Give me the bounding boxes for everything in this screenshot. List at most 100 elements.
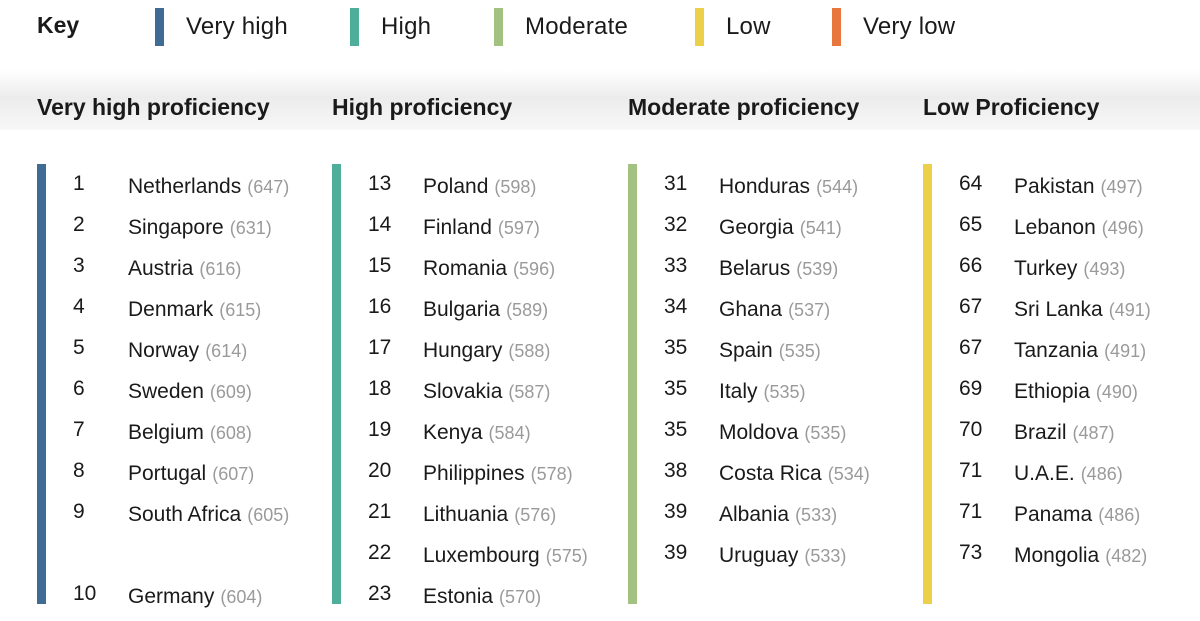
country-name: Uruguay bbox=[719, 544, 799, 567]
country-name: Slovakia bbox=[423, 380, 503, 403]
country-name: Hungary bbox=[423, 339, 503, 362]
country-score: (486) bbox=[1098, 505, 1141, 525]
key-swatch bbox=[832, 8, 841, 46]
ranking-row: 32 Georgia (541) bbox=[628, 211, 918, 252]
rank-number: 17 bbox=[368, 336, 392, 359]
country-score: (491) bbox=[1108, 300, 1151, 320]
column-title: Moderate proficiency bbox=[628, 94, 860, 120]
ranking-row: 18 Slovakia (587) bbox=[332, 375, 622, 416]
country-name: Mongolia bbox=[1014, 544, 1100, 567]
ranking-row: 64 Pakistan (497) bbox=[923, 170, 1200, 211]
ranking-row: 71 U.A.E. (486) bbox=[923, 457, 1200, 498]
country-entry: Norway (614) bbox=[128, 336, 318, 366]
key-label: Moderate bbox=[525, 13, 628, 40]
country-name: Austria bbox=[128, 257, 194, 280]
country-entry: Panama (486) bbox=[1014, 500, 1200, 530]
column-color-bar bbox=[37, 164, 46, 604]
country-entry: Albania (533) bbox=[719, 500, 909, 530]
country-score: (598) bbox=[494, 177, 537, 197]
column-color-bar bbox=[923, 164, 932, 604]
country-score: (604) bbox=[220, 587, 263, 607]
country-score: (491) bbox=[1104, 341, 1147, 361]
ranking-row: 10 Germany (604) bbox=[37, 580, 327, 621]
country-score: (537) bbox=[788, 300, 831, 320]
country-name: Georgia bbox=[719, 216, 794, 239]
country-score: (608) bbox=[209, 423, 252, 443]
country-name: Ghana bbox=[719, 298, 783, 321]
rank-number: 71 bbox=[959, 500, 983, 523]
rank-number: 67 bbox=[959, 295, 983, 318]
country-entry: Turkey (493) bbox=[1014, 254, 1200, 284]
country-entry: Belgium (608) bbox=[128, 418, 318, 448]
rank-number: 66 bbox=[959, 254, 983, 277]
rank-number: 19 bbox=[368, 418, 392, 441]
country-score: (578) bbox=[530, 464, 573, 484]
country-entry: Slovakia (587) bbox=[423, 377, 613, 407]
country-entry: Georgia (541) bbox=[719, 213, 909, 243]
ranking-row: 9 South Africa (605) bbox=[37, 498, 327, 580]
country-score: (584) bbox=[488, 423, 531, 443]
country-entry: Philippines (578) bbox=[423, 459, 613, 489]
country-name: Finland bbox=[423, 216, 492, 239]
country-score: (576) bbox=[514, 505, 557, 525]
rank-number: 38 bbox=[664, 459, 688, 482]
ranking-row: 65 Lebanon (496) bbox=[923, 211, 1200, 252]
key-item-very-low: Very low bbox=[832, 8, 955, 46]
key-swatch bbox=[155, 8, 164, 46]
rank-number: 5 bbox=[73, 336, 85, 359]
key-item-very-high: Very high bbox=[155, 8, 288, 46]
ranking-row: 35 Spain (535) bbox=[628, 334, 918, 375]
country-entry: Hungary (588) bbox=[423, 336, 613, 366]
column-high: High proficiency 13 Poland (598) 14 Finland(… bbox=[332, 84, 622, 608]
country-score: (539) bbox=[796, 259, 839, 279]
column-low: Low Proficiency 64 Pakistan (497) 65 Lebanon… bbox=[923, 84, 1200, 604]
rank-number: 64 bbox=[959, 172, 983, 195]
ranking-list: 31 Honduras (544) 32 Georgia (541) 33 Belarus (5… bbox=[628, 170, 918, 580]
country-name: Denmark bbox=[128, 298, 214, 321]
country-entry: Bulgaria (589) bbox=[423, 295, 613, 325]
rank-number: 35 bbox=[664, 336, 688, 359]
proficiency-columns: Very high proficiency 1 Netherlands (647) 2… bbox=[0, 84, 1200, 608]
country-name: Germany bbox=[128, 585, 215, 608]
country-name: South Africa bbox=[128, 503, 242, 526]
ranking-row: 38 Costa Rica (534) bbox=[628, 457, 918, 498]
country-name: Singapore bbox=[128, 216, 224, 239]
key-label: Very low bbox=[863, 13, 956, 40]
country-entry: Sweden (609) bbox=[128, 377, 318, 407]
rank-number: 21 bbox=[368, 500, 392, 523]
rank-number: 33 bbox=[664, 254, 688, 277]
ranking-row: 15 Romania (596) bbox=[332, 252, 622, 293]
country-name: Netherlands bbox=[128, 175, 242, 198]
rank-number: 35 bbox=[664, 377, 688, 400]
rank-number: 65 bbox=[959, 213, 983, 236]
ranking-row: 66 Turkey (493) bbox=[923, 252, 1200, 293]
rank-number: 1 bbox=[73, 172, 85, 195]
country-name: Pakistan bbox=[1014, 175, 1095, 198]
key-item-moderate: Moderate bbox=[494, 8, 628, 46]
country-name: Luxembourg bbox=[423, 544, 540, 567]
country-score: (570) bbox=[499, 587, 542, 607]
country-name: Belarus bbox=[719, 257, 791, 280]
country-name: Spain bbox=[719, 339, 773, 362]
country-entry: Netherlands (647) bbox=[128, 172, 318, 202]
country-entry: Finland (597) bbox=[423, 213, 613, 243]
country-score: (588) bbox=[508, 341, 551, 361]
column-title: Very high proficiency bbox=[37, 94, 270, 120]
ranking-row: 34 Ghana (537) bbox=[628, 293, 918, 334]
column-color-bar bbox=[332, 164, 341, 604]
rank-number: 15 bbox=[368, 254, 392, 277]
country-name: Moldova bbox=[719, 421, 799, 444]
ranking-row: 22 Luxembourg (575) bbox=[332, 539, 622, 580]
country-name: Tanzania bbox=[1014, 339, 1099, 362]
rank-number: 70 bbox=[959, 418, 983, 441]
rank-number: 16 bbox=[368, 295, 392, 318]
ranking-row: 4 Denmark (615) bbox=[37, 293, 327, 334]
country-name: Italy bbox=[719, 380, 758, 403]
country-entry: Kenya (584) bbox=[423, 418, 613, 448]
rank-number: 34 bbox=[664, 295, 688, 318]
ranking-row: 35 Italy (535) bbox=[628, 375, 918, 416]
country-name: Panama bbox=[1014, 503, 1093, 526]
ranking-row: 31 Honduras (544) bbox=[628, 170, 918, 211]
rank-number: 7 bbox=[73, 418, 85, 441]
rank-number: 39 bbox=[664, 541, 688, 564]
